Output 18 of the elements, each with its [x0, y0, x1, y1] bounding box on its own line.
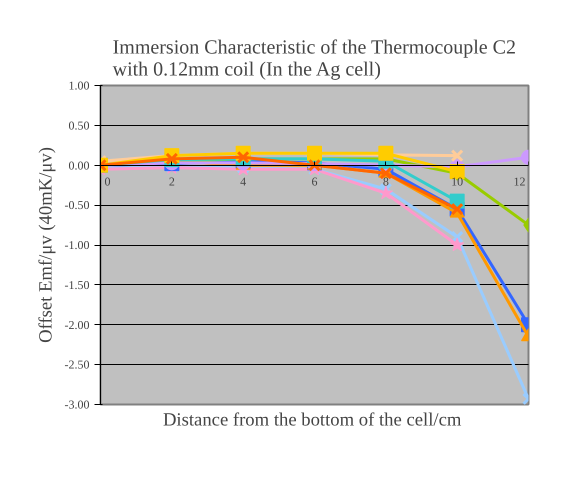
chart-title: Immersion Characteristic of the Thermocouple C2 with 0.12mm coil (In the Ag cell) [112, 36, 516, 80]
x-tick-label: 6 [312, 174, 318, 188]
y-tick-label: -1.50 [64, 278, 90, 292]
y-tick-label: -0.50 [64, 198, 90, 212]
y-tick-label: 0.00 [68, 158, 90, 172]
x-tick-label: 8 [382, 174, 389, 188]
x-tick-label: 4 [240, 174, 246, 188]
y-tick-label: -1.00 [64, 238, 90, 252]
x-tick-label: 12 [514, 174, 526, 188]
y-axis-title: Offset Emf/μv (40mK/μv) [36, 147, 57, 343]
y-tick-label: -3.00 [64, 398, 90, 412]
x-axis-title: Distance from the bottom of the cell/cm [162, 410, 462, 430]
y-tick-label: 0.50 [68, 118, 90, 132]
x-tick-label: 0 [104, 174, 110, 188]
y-tick-label: -2.50 [64, 358, 90, 372]
x-tick-label: 2 [168, 174, 175, 188]
y-tick-label: 1.00 [68, 78, 90, 92]
y-tick-label: -2.00 [64, 318, 90, 332]
